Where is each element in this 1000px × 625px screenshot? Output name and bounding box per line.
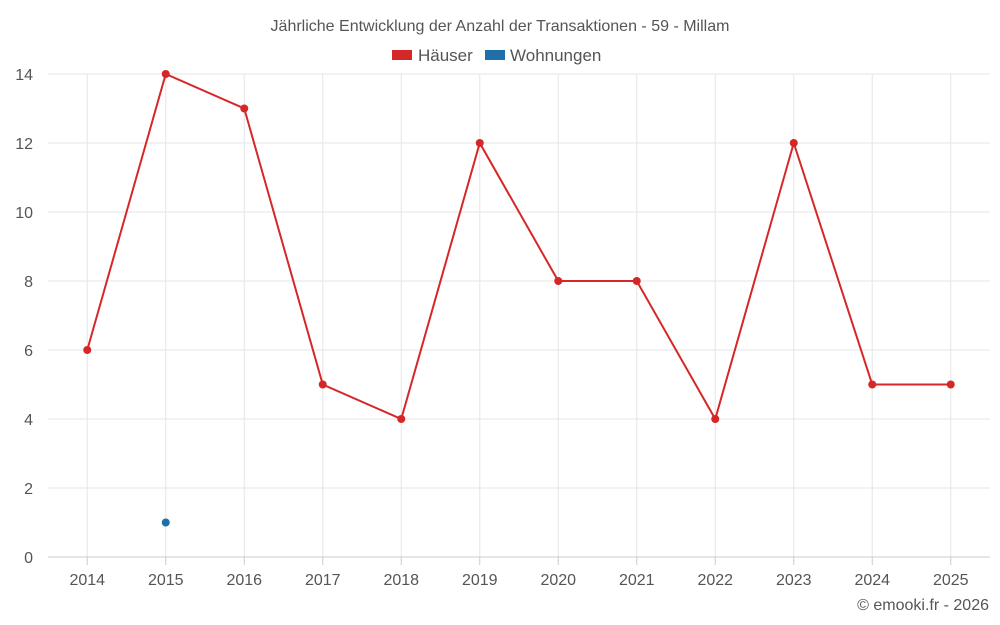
x-tick-label: 2019: [462, 572, 498, 589]
data-point[interactable]: [946, 380, 955, 389]
y-tick-label: 8: [24, 274, 33, 291]
y-tick-label: 0: [24, 550, 33, 567]
y-tick-label: 10: [15, 205, 33, 222]
x-tick-label: 2021: [619, 572, 655, 589]
legend-label-wohnungen: Wohnungen: [510, 46, 601, 65]
y-tick-label: 14: [15, 67, 33, 84]
x-tick-label: 2023: [776, 572, 812, 589]
legend-item-wohnungen[interactable]: Wohnungen: [485, 46, 601, 65]
data-point[interactable]: [475, 139, 484, 147]
data-point[interactable]: [632, 277, 641, 285]
series-area: [83, 70, 955, 527]
data-point[interactable]: [397, 415, 406, 423]
series-0: [83, 70, 955, 423]
y-tick-label: 2: [24, 481, 33, 498]
data-point[interactable]: [554, 277, 563, 285]
x-tick-label: 2020: [540, 572, 576, 589]
axes: 0 2 4 6 8 10 12 14 2014 2015 2016 2017 2018 2019 2020 2…: [15, 67, 990, 589]
y-tick-label: 6: [24, 343, 33, 360]
x-tick-label: 2018: [383, 572, 419, 589]
data-point[interactable]: [83, 346, 92, 354]
data-point[interactable]: [161, 518, 170, 527]
data-point[interactable]: [789, 139, 798, 147]
data-point[interactable]: [240, 104, 249, 113]
data-point[interactable]: [868, 380, 877, 389]
legend: Häuser Wohnungen: [392, 46, 601, 65]
data-point[interactable]: [711, 415, 720, 423]
data-point[interactable]: [318, 380, 327, 389]
data-point[interactable]: [161, 70, 170, 78]
series-line: [86, 72, 951, 422]
x-tick-label: 2022: [697, 572, 733, 589]
series-1: [161, 518, 170, 527]
y-tick-label: 4: [24, 412, 33, 429]
chart-title: Jährliche Entwicklung der Anzahl der Tra…: [271, 18, 730, 35]
legend-swatch-haeuser: [392, 50, 412, 60]
legend-swatch-wohnungen: [485, 50, 505, 60]
grid: [48, 73, 990, 557]
legend-item-haeuser[interactable]: Häuser: [392, 46, 473, 65]
x-tick-label: 2015: [148, 572, 184, 589]
x-tick-label: 2017: [305, 572, 341, 589]
legend-label-haeuser: Häuser: [418, 46, 473, 65]
x-tick-label: 2016: [226, 572, 262, 589]
y-tick-label: 12: [15, 136, 33, 153]
credit-text: © emooki.fr - 2026: [857, 597, 989, 614]
x-tick-label: 2024: [854, 572, 890, 589]
x-tick-label: 2025: [933, 572, 969, 589]
x-tick-label: 2014: [69, 572, 105, 589]
